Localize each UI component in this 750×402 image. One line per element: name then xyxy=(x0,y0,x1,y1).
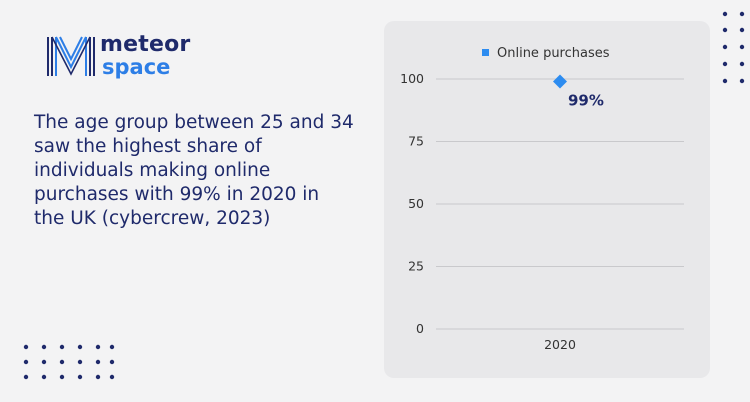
logo-m-mark-icon xyxy=(47,36,95,76)
legend-marker-0 xyxy=(482,49,489,56)
headline-text: The age group between 25 and 34 saw the … xyxy=(34,112,354,229)
x-tick-label-2020: 2020 xyxy=(544,337,576,352)
y-tick-label-0: 0 xyxy=(416,321,424,336)
logo-word-meteor: meteor xyxy=(100,32,191,57)
chart-svg: 0 25 50 75 100 2020 99% Online purchases xyxy=(400,46,684,352)
data-label-2020: 99% xyxy=(568,92,604,110)
logo-word-space: space xyxy=(102,55,171,79)
decorative-dots-top-right xyxy=(720,10,750,86)
y-tick-label-50: 50 xyxy=(408,196,424,211)
legend-label-0: Online purchases xyxy=(497,46,610,61)
meteor-space-logo xyxy=(45,34,215,80)
logo-wordmark: meteor space xyxy=(100,34,190,78)
chart-card: 0 25 50 75 100 2020 99% Online purchases xyxy=(384,21,710,378)
y-tick-label-25: 25 xyxy=(408,259,424,274)
data-point-2020 xyxy=(553,74,567,89)
y-tick-label-100: 100 xyxy=(400,71,424,86)
decorative-dots-bottom-left xyxy=(22,343,118,383)
y-tick-label-75: 75 xyxy=(408,134,424,149)
